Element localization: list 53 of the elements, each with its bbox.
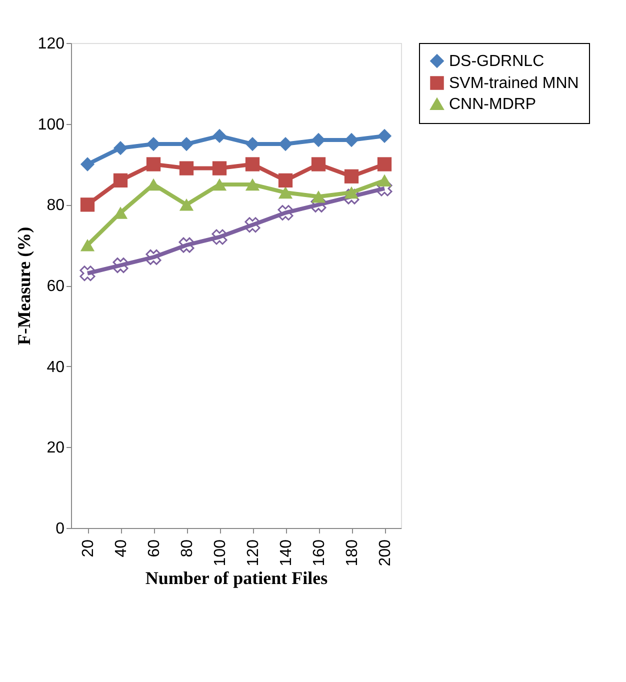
point xyxy=(80,198,95,212)
point xyxy=(376,180,392,196)
point xyxy=(278,173,293,188)
legend-label: CNN-MDRP xyxy=(449,96,536,113)
x-tick-label: 60 xyxy=(146,539,163,558)
y-tick-label: 0 xyxy=(56,520,65,538)
point xyxy=(245,157,260,172)
x-axis-title: Number of patient Files xyxy=(145,568,328,588)
point xyxy=(146,157,161,172)
y-axis-title: F-Measure (%) xyxy=(14,226,34,346)
y-tick-label: 20 xyxy=(46,440,65,457)
x-tick-label: 140 xyxy=(278,539,295,566)
point xyxy=(311,157,326,172)
y-tick-label: 60 xyxy=(46,278,65,295)
x-tick-label: 120 xyxy=(245,539,262,566)
x-tick-label: 100 xyxy=(212,539,229,566)
x-tick-label: 160 xyxy=(311,539,328,566)
point xyxy=(278,205,294,220)
y-tick-label: 120 xyxy=(38,36,65,52)
point xyxy=(344,169,359,184)
point xyxy=(80,266,96,282)
legend-label: DS-GDRNLC xyxy=(449,53,544,70)
x-tick-label: 200 xyxy=(377,539,394,566)
point xyxy=(212,178,227,191)
point xyxy=(377,157,392,172)
point xyxy=(179,198,194,211)
x-tick-label: 80 xyxy=(179,539,196,558)
point xyxy=(112,258,128,274)
point xyxy=(344,186,359,199)
point xyxy=(178,237,194,253)
point xyxy=(377,174,392,187)
point xyxy=(377,128,392,144)
point xyxy=(310,196,326,212)
point xyxy=(179,161,194,176)
point xyxy=(113,141,128,156)
point xyxy=(146,249,162,265)
y-tick-label: 40 xyxy=(46,358,65,376)
point xyxy=(311,190,326,203)
x-tick-label: 180 xyxy=(344,539,361,566)
point xyxy=(212,229,228,245)
x-tick-label: 20 xyxy=(80,539,97,558)
y-tick-label: 100 xyxy=(38,116,65,134)
legend-label: SVM-trained MNN xyxy=(449,75,579,92)
x-tick-label: 40 xyxy=(113,539,130,558)
point xyxy=(80,157,95,172)
point xyxy=(113,173,128,188)
point xyxy=(244,217,260,233)
point xyxy=(212,161,227,176)
y-tick-label: 80 xyxy=(46,197,65,214)
point xyxy=(212,128,227,144)
point xyxy=(245,178,260,191)
point xyxy=(80,238,95,252)
point xyxy=(278,186,293,199)
